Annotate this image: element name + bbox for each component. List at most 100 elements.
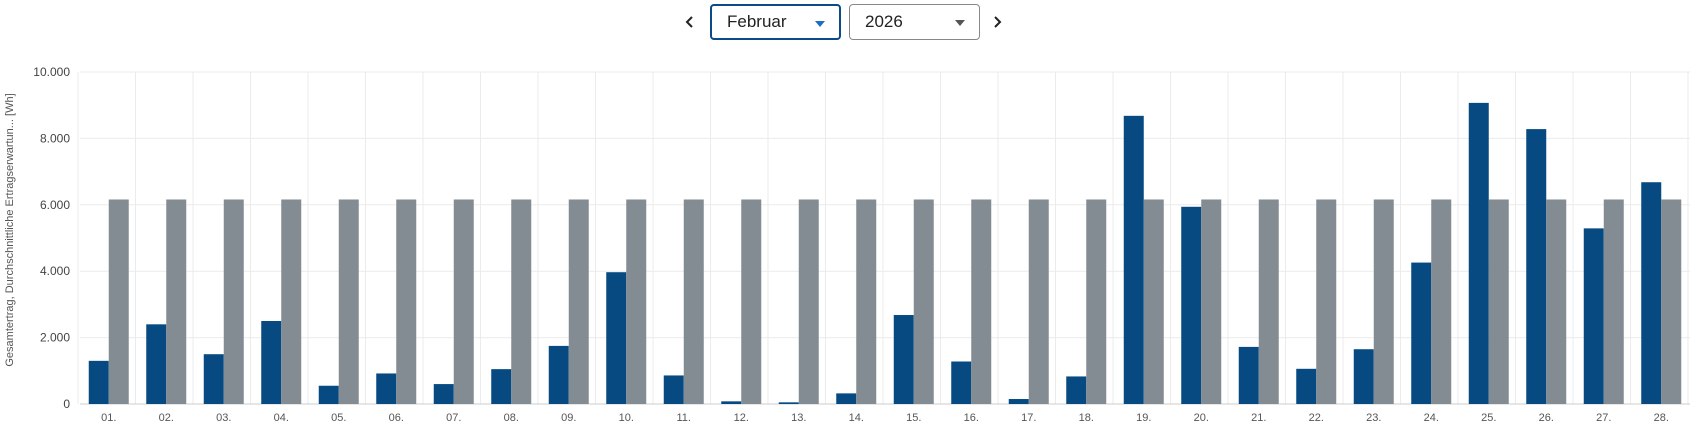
bar-actual-yield[interactable] [836, 393, 857, 404]
bar-actual-yield[interactable] [778, 402, 799, 404]
x-tick-label: 17. [1021, 412, 1036, 424]
bar-expected-yield[interactable] [971, 199, 992, 404]
y-tick-label: 2.000 [40, 331, 70, 345]
bar-actual-yield[interactable] [1181, 206, 1202, 404]
y-tick-label: 0 [63, 397, 70, 411]
bar-expected-yield[interactable] [1546, 199, 1567, 404]
chevron-right-icon [994, 16, 1002, 28]
bar-actual-yield[interactable] [1123, 115, 1144, 404]
y-tick-label: 6.000 [40, 198, 70, 212]
x-tick-label: 13. [791, 412, 806, 424]
bar-expected-yield[interactable] [396, 199, 417, 404]
x-tick-label: 19. [1136, 412, 1151, 424]
x-tick-label: 10. [619, 412, 634, 424]
bar-actual-yield[interactable] [376, 373, 397, 404]
y-axis-label: Gesamtertrag, Durchschnittliche Ertragse… [4, 93, 16, 366]
bar-actual-yield[interactable] [146, 324, 167, 404]
x-tick-label: 27. [1596, 412, 1611, 424]
x-tick-label: 08. [504, 412, 519, 424]
bar-actual-yield[interactable] [203, 354, 224, 404]
bar-actual-yield[interactable] [1641, 182, 1662, 404]
bar-expected-yield[interactable] [1661, 199, 1682, 404]
year-select[interactable]: 2026 [849, 4, 980, 40]
bar-actual-yield[interactable] [721, 401, 742, 404]
bar-expected-yield[interactable] [223, 199, 244, 404]
bar-actual-yield[interactable] [606, 272, 627, 404]
bar-expected-yield[interactable] [1143, 199, 1164, 404]
bar-actual-yield[interactable] [1583, 228, 1604, 404]
y-axis-ticks: 0 2.000 4.000 6.000 8.000 10.000 [33, 65, 70, 411]
bar-actual-yield[interactable] [88, 360, 109, 404]
bar-expected-yield[interactable] [453, 199, 474, 404]
bar-actual-yield[interactable] [1353, 349, 1374, 404]
bar-expected-yield[interactable] [626, 199, 647, 404]
bar-actual-yield[interactable] [318, 385, 339, 404]
bar-actual-yield[interactable] [1066, 376, 1087, 404]
month-select[interactable]: Februar [710, 4, 841, 40]
x-tick-label: 07. [446, 412, 461, 424]
bar-actual-yield[interactable] [1238, 346, 1259, 404]
x-tick-label: 21. [1251, 412, 1266, 424]
bar-expected-yield[interactable] [1028, 199, 1049, 404]
bar-actual-yield[interactable] [433, 384, 454, 404]
bar-expected-yield[interactable] [683, 199, 704, 404]
bar-expected-yield[interactable] [856, 199, 877, 404]
x-tick-label: 05. [331, 412, 346, 424]
bar-actual-yield[interactable] [1296, 368, 1317, 404]
y-tick-label: 8.000 [40, 131, 70, 145]
y-tick-label: 4.000 [40, 264, 70, 278]
bar-actual-yield[interactable] [893, 315, 914, 404]
x-tick-label: 20. [1194, 412, 1209, 424]
x-tick-label: 01. [101, 412, 116, 424]
bar-expected-yield[interactable] [741, 199, 762, 404]
next-month-button[interactable] [985, 10, 1009, 34]
x-tick-label: 02. [159, 412, 174, 424]
bar-expected-yield[interactable] [1431, 199, 1452, 404]
x-axis-ticks: 01. 02. 03. 04. 05. 06. 07. 08. 09. 10. 11. 12. 13. 1… [101, 412, 1669, 424]
bar-actual-yield[interactable] [1008, 399, 1029, 404]
bars [88, 102, 1682, 404]
bar-expected-yield[interactable] [1201, 199, 1222, 404]
x-tick-label: 23. [1366, 412, 1381, 424]
x-tick-label: 12. [734, 412, 749, 424]
bar-expected-yield[interactable] [166, 199, 187, 404]
x-tick-label: 24. [1424, 412, 1439, 424]
y-tick-label: 10.000 [33, 65, 70, 79]
year-select-value: 2026 [865, 12, 903, 31]
x-tick-label: 14. [849, 412, 864, 424]
bar-expected-yield[interactable] [1603, 199, 1624, 404]
bar-actual-yield[interactable] [1526, 129, 1547, 404]
bar-expected-yield[interactable] [281, 199, 302, 404]
bar-expected-yield[interactable] [1373, 199, 1394, 404]
bar-actual-yield[interactable] [548, 345, 569, 404]
x-tick-label: 28. [1654, 412, 1669, 424]
month-select-value: Februar [727, 12, 787, 31]
bar-expected-yield[interactable] [1316, 199, 1337, 404]
bar-actual-yield[interactable] [1411, 262, 1432, 404]
x-tick-label: 04. [274, 412, 289, 424]
bar-actual-yield[interactable] [951, 361, 972, 404]
bar-expected-yield[interactable] [1488, 199, 1509, 404]
x-tick-label: 16. [964, 412, 979, 424]
x-tick-label: 03. [216, 412, 231, 424]
x-tick-label: 22. [1309, 412, 1324, 424]
x-tick-label: 11. [677, 412, 691, 424]
bar-actual-yield[interactable] [491, 369, 512, 404]
chevron-down-icon [815, 21, 825, 27]
previous-month-button[interactable] [678, 10, 702, 34]
bar-actual-yield[interactable] [663, 375, 684, 404]
chevron-down-icon [955, 20, 965, 26]
x-tick-label: 06. [389, 412, 404, 424]
bar-expected-yield[interactable] [913, 199, 934, 404]
bar-actual-yield[interactable] [261, 321, 282, 404]
bar-expected-yield[interactable] [568, 199, 589, 404]
bar-expected-yield[interactable] [798, 199, 819, 404]
bar-expected-yield[interactable] [1086, 199, 1107, 404]
bar-actual-yield[interactable] [1468, 102, 1489, 404]
bar-expected-yield[interactable] [1258, 199, 1279, 404]
bar-expected-yield[interactable] [511, 199, 532, 404]
bar-expected-yield[interactable] [338, 199, 359, 404]
x-tick-label: 15. [906, 412, 921, 424]
bar-expected-yield[interactable] [108, 199, 129, 404]
